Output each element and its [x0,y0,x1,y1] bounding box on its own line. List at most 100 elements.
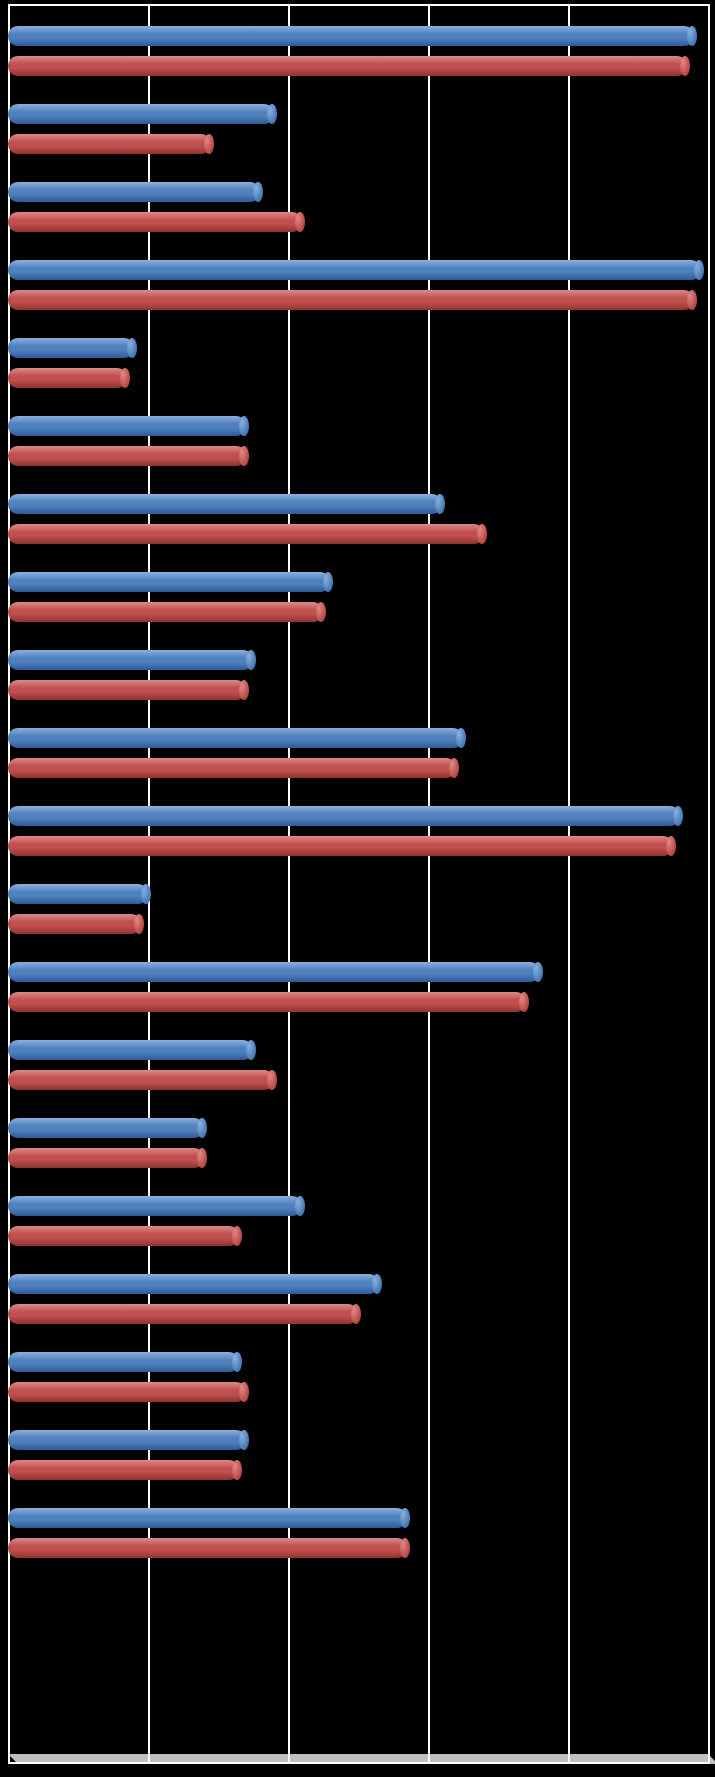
bar-series-b [8,446,246,466]
bar-series-a [8,1352,239,1372]
horizontal-bar-chart [0,0,715,1777]
bar-end-cap [694,260,704,280]
bar-body [8,806,680,826]
bar-series-a [8,884,148,904]
bar-end-cap [351,1304,361,1324]
bar-body [8,104,274,124]
bar-end-cap [687,26,697,46]
bar-end-cap [246,1040,256,1060]
bar-series-a [8,104,274,124]
bar-end-cap [232,1226,242,1246]
bar-body [8,1460,239,1480]
bar-end-cap [239,416,249,436]
bar-body [8,1430,246,1450]
bar-end-cap [204,134,214,154]
bar-end-cap [267,104,277,124]
gridline [708,4,710,1764]
bar-body [8,368,127,388]
bar-body [8,602,323,622]
bar-body [8,1304,358,1324]
bar-series-a [8,1430,246,1450]
bar-end-cap [267,1070,277,1090]
bar-body [8,212,302,232]
bar-body [8,758,456,778]
bar-end-cap [295,1196,305,1216]
bar-series-b [8,1538,407,1558]
bar-end-cap [316,602,326,622]
bar-end-cap [134,914,144,934]
bar-body [8,524,484,544]
bar-body [8,494,442,514]
bar-body [8,1040,253,1060]
bar-series-a [8,416,246,436]
bar-series-a [8,1040,253,1060]
bar-end-cap [680,56,690,76]
bar-series-b [8,290,694,310]
bar-series-b [8,1304,358,1324]
bar-end-cap [197,1118,207,1138]
bar-body [8,260,701,280]
bar-body [8,1382,246,1402]
bar-series-b [8,524,484,544]
bar-body [8,26,694,46]
bar-end-cap [197,1148,207,1168]
bar-body [8,650,253,670]
bar-series-a [8,494,442,514]
bar-series-b [8,134,211,154]
bar-body [8,1274,379,1294]
bar-series-b [8,914,141,934]
bar-body [8,836,673,856]
bar-end-cap [666,836,676,856]
bar-end-cap [239,446,249,466]
bar-body [8,1538,407,1558]
bar-body [8,680,246,700]
bar-end-cap [232,1352,242,1372]
bar-series-b [8,1226,239,1246]
bar-end-cap [127,338,137,358]
bar-series-a [8,1118,204,1138]
bar-body [8,572,330,592]
bar-body [8,338,134,358]
bar-end-cap [533,962,543,982]
bar-body [8,416,246,436]
bar-series-a [8,182,260,202]
bar-end-cap [295,212,305,232]
bar-series-b [8,56,687,76]
bar-series-b [8,1460,239,1480]
bar-end-cap [239,680,249,700]
bar-end-cap [456,728,466,748]
bar-series-b [8,992,526,1012]
bar-series-a [8,1274,379,1294]
bar-series-b [8,212,302,232]
bar-body [8,134,211,154]
bar-series-b [8,836,673,856]
bar-end-cap [449,758,459,778]
plot-top-border [8,4,708,6]
bar-end-cap [253,182,263,202]
bar-series-a [8,1508,407,1528]
bar-series-a [8,728,463,748]
plot-baseline [8,1762,708,1764]
bar-end-cap [673,806,683,826]
bar-end-cap [435,494,445,514]
bar-end-cap [687,290,697,310]
bar-series-a [8,572,330,592]
bar-end-cap [477,524,487,544]
bar-body [8,56,687,76]
bar-end-cap [239,1430,249,1450]
bar-series-a [8,1196,302,1216]
bar-series-b [8,1148,204,1168]
bar-body [8,290,694,310]
bar-body [8,1226,239,1246]
bar-body [8,1148,204,1168]
bar-end-cap [141,884,151,904]
bar-end-cap [519,992,529,1012]
bar-end-cap [246,650,256,670]
bar-series-a [8,806,680,826]
plot-area [8,4,708,1764]
bar-series-a [8,338,134,358]
bar-end-cap [232,1460,242,1480]
bar-series-a [8,26,694,46]
bar-series-a [8,260,701,280]
bar-series-b [8,1382,246,1402]
